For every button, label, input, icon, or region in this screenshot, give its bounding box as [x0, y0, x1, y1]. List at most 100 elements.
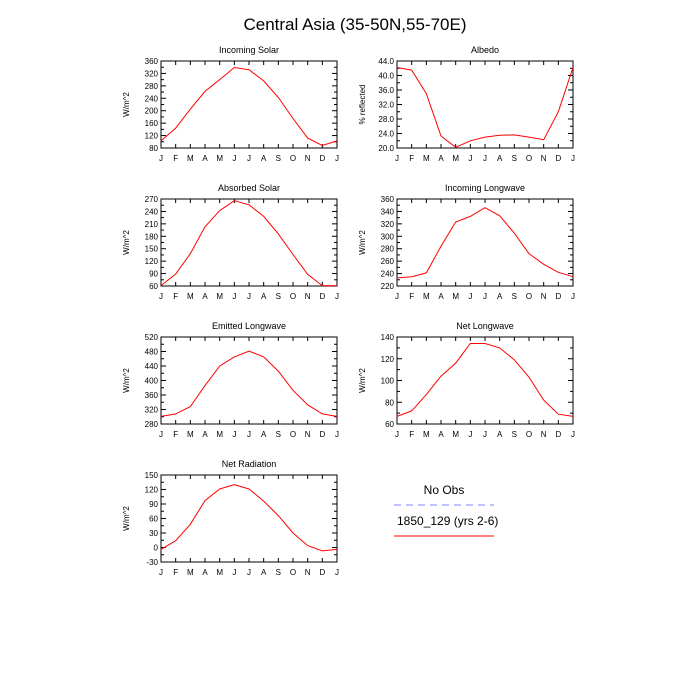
x-tick-label: J: [395, 154, 399, 163]
x-tick-label: J: [468, 292, 472, 301]
series-line: [396, 67, 574, 148]
series-line: [396, 207, 574, 279]
x-tick-label: M: [452, 430, 459, 439]
x-tick-label: O: [526, 430, 532, 439]
x-tick-label: N: [305, 568, 311, 577]
series-line: [160, 350, 338, 417]
y-tick-label: 320: [381, 220, 395, 229]
x-tick-label: A: [438, 154, 444, 163]
y-tick-label: 280: [145, 82, 159, 91]
legend-label-model: 1850_129 (yrs 2-6): [397, 514, 498, 528]
y-tick-label: 150: [145, 471, 159, 480]
x-tick-label: D: [555, 430, 561, 439]
x-tick-label: M: [423, 430, 430, 439]
x-tick-label: N: [305, 292, 311, 301]
x-tick-label: J: [232, 568, 236, 577]
y-tick-label: 120: [381, 355, 395, 364]
y-axis-label: W/m^2: [122, 92, 131, 117]
x-tick-label: D: [555, 292, 561, 301]
y-tick-label: 60: [149, 282, 158, 291]
x-tick-label: M: [216, 430, 223, 439]
x-tick-label: J: [335, 154, 339, 163]
x-tick-label: N: [305, 430, 311, 439]
x-tick-label: J: [232, 430, 236, 439]
y-tick-label: 260: [381, 257, 395, 266]
x-tick-label: F: [409, 430, 414, 439]
panel-title: Incoming Longwave: [445, 183, 525, 193]
x-tick-label: J: [468, 430, 472, 439]
x-tick-label: D: [319, 154, 325, 163]
x-tick-label: J: [335, 430, 339, 439]
y-tick-label: 240: [145, 94, 159, 103]
x-tick-label: O: [290, 568, 296, 577]
y-tick-label: 160: [145, 119, 159, 128]
x-tick-label: J: [159, 292, 163, 301]
series-line: [396, 343, 574, 417]
x-tick-label: J: [571, 430, 575, 439]
x-tick-label: J: [571, 154, 575, 163]
y-tick-label: 60: [385, 420, 394, 429]
legend: No Obs 1850_129 (yrs 2-6): [394, 483, 498, 537]
y-axis-label: W/m^2: [122, 368, 131, 393]
x-tick-label: A: [261, 292, 267, 301]
x-tick-label: M: [187, 568, 194, 577]
x-tick-label: J: [232, 292, 236, 301]
y-tick-label: 200: [145, 107, 159, 116]
y-tick-label: 270: [145, 195, 159, 204]
y-tick-label: 80: [149, 144, 158, 153]
y-tick-label: 36.0: [378, 86, 394, 95]
x-tick-label: O: [290, 430, 296, 439]
y-tick-label: 150: [145, 245, 159, 254]
y-tick-label: 210: [145, 220, 159, 229]
x-tick-label: S: [512, 154, 517, 163]
x-tick-label: J: [395, 292, 399, 301]
y-tick-label: 100: [381, 377, 395, 386]
x-tick-label: N: [541, 292, 547, 301]
x-tick-label: F: [173, 292, 178, 301]
x-tick-label: A: [497, 430, 503, 439]
x-tick-label: J: [159, 154, 163, 163]
y-axis-label: W/m^2: [358, 230, 367, 255]
y-tick-label: 0: [154, 544, 159, 553]
series-line: [160, 66, 338, 147]
y-tick-label: 360: [145, 57, 159, 66]
y-tick-label: 240: [145, 207, 159, 216]
y-tick-label: 60: [149, 515, 158, 524]
panel-title: Absorbed Solar: [218, 183, 280, 193]
x-tick-label: F: [409, 154, 414, 163]
x-tick-label: M: [216, 154, 223, 163]
y-tick-label: 30: [149, 529, 158, 538]
x-tick-label: O: [290, 292, 296, 301]
y-axis-label: % reflected: [358, 84, 367, 124]
plot-frame: [160, 198, 338, 287]
y-axis-label: W/m^2: [122, 506, 131, 531]
x-tick-label: M: [216, 568, 223, 577]
legend-label-no-obs: No Obs: [424, 483, 465, 497]
y-tick-label: 320: [145, 406, 159, 415]
x-tick-label: O: [526, 292, 532, 301]
y-tick-label: 280: [145, 420, 159, 429]
x-tick-label: A: [438, 430, 444, 439]
x-tick-label: A: [261, 154, 267, 163]
y-tick-label: 220: [381, 282, 395, 291]
panel-title: Net Longwave: [456, 321, 514, 331]
y-tick-label: 28.0: [378, 115, 394, 124]
panel-title: Net Radiation: [222, 459, 277, 469]
y-tick-label: 120: [145, 486, 159, 495]
x-tick-label: J: [483, 430, 487, 439]
y-tick-label: 360: [145, 391, 159, 400]
x-tick-label: J: [247, 568, 251, 577]
x-tick-label: J: [247, 292, 251, 301]
y-tick-label: 240: [381, 270, 395, 279]
x-tick-label: J: [247, 154, 251, 163]
y-tick-label: 20.0: [378, 144, 394, 153]
panel-title: Emitted Longwave: [212, 321, 286, 331]
x-tick-label: O: [526, 154, 532, 163]
x-tick-label: M: [423, 292, 430, 301]
